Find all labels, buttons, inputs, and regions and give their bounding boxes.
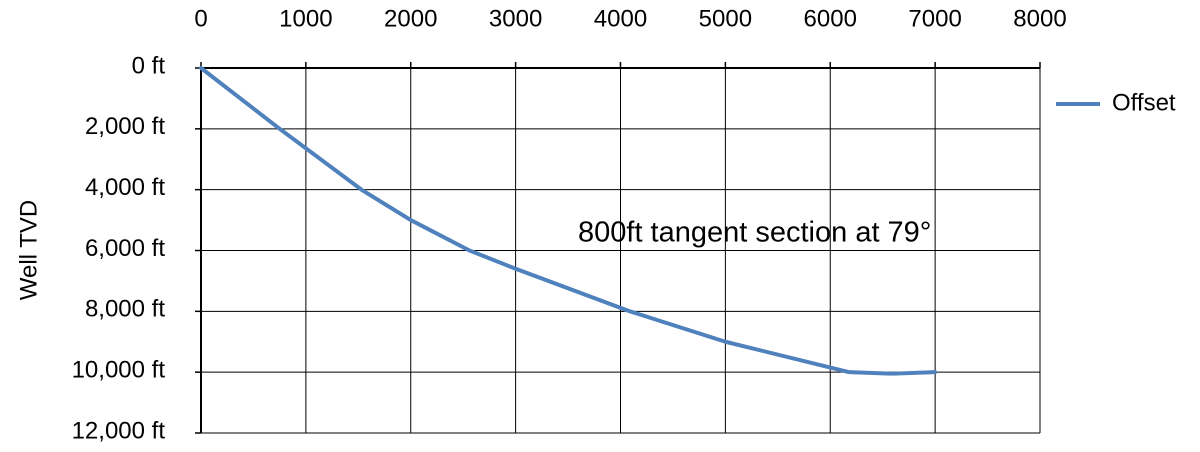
y-tick-label: 10,000 ft — [72, 357, 166, 384]
data-line — [199, 66, 938, 376]
y-tick-label: 4,000 ft — [85, 174, 165, 201]
x-tick-label: 1000 — [279, 5, 332, 32]
x-tick-label: 5000 — [699, 5, 752, 32]
legend-label: Offset — [1112, 89, 1176, 116]
x-tick-label: 3000 — [489, 5, 542, 32]
x-tick-label: 6000 — [804, 5, 857, 32]
y-axis-label: Well TVD — [15, 200, 42, 300]
y-tick-label: 8,000 ft — [85, 296, 165, 323]
x-tick-label: 4000 — [594, 5, 647, 32]
x-tick-label: 0 — [194, 5, 207, 32]
x-tick-label: 8000 — [1013, 5, 1066, 32]
annotation: 800ft tangent section at 79° — [578, 217, 931, 249]
y-tick-label: 12,000 ft — [72, 417, 166, 444]
x-tick-label: 7000 — [908, 5, 961, 32]
y-tick-label: 2,000 ft — [85, 113, 165, 140]
y-tick-label: 6,000 ft — [85, 235, 165, 262]
x-tick-label: 2000 — [384, 5, 437, 32]
y-tick-label: 0 ft — [132, 52, 166, 79]
